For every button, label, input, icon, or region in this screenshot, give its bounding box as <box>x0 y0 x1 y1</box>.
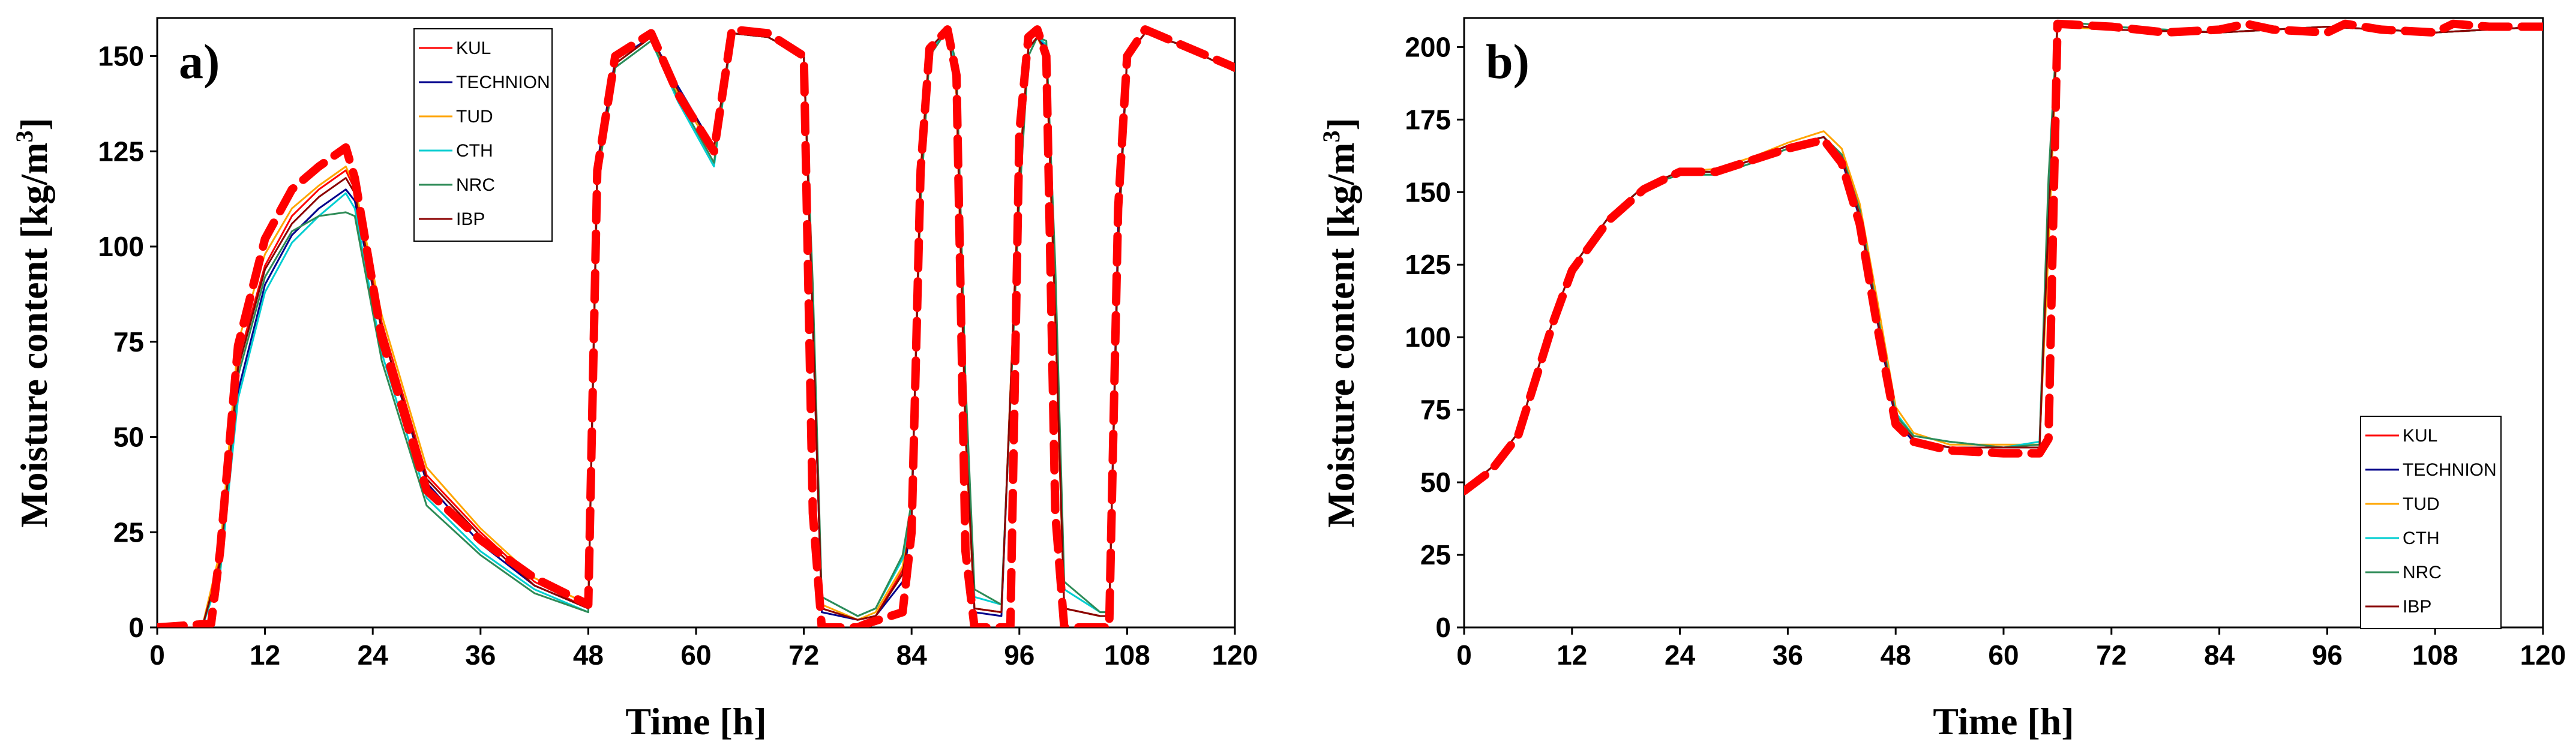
legend: KUL TECHNION TUD CTH NRC IBP <box>2360 416 2502 629</box>
x-tick-label: 36 <box>465 639 496 671</box>
x-tick-label: 0 <box>1456 639 1472 671</box>
x-tick-label: 24 <box>358 639 389 671</box>
legend-label: TUD <box>2403 494 2440 514</box>
y-tick-label: 125 <box>98 136 144 167</box>
legend-label: CTH <box>456 141 493 161</box>
x-tick-label: 84 <box>2204 639 2235 671</box>
x-tick-label: 48 <box>573 639 604 671</box>
x-tick-label: 108 <box>2412 639 2458 671</box>
legend-label: IBP <box>456 209 485 229</box>
legend-box <box>2360 416 2502 629</box>
y-tick-label: 125 <box>1405 249 1451 280</box>
x-tick-label: 96 <box>2312 639 2343 671</box>
legend-label: NRC <box>2403 563 2442 582</box>
legend-label: IBP <box>2403 597 2431 617</box>
y-tick-label: 100 <box>1405 322 1451 353</box>
y-tick-label: 150 <box>98 41 144 72</box>
x-tick-label: 120 <box>2520 639 2566 671</box>
y-axis-title-main: Moisture content [kg/m <box>1320 143 1362 528</box>
series-group <box>157 25 1235 627</box>
y-tick-label: 0 <box>1435 612 1451 643</box>
legend: KUL TECHNION TUD CTH NRC IBP <box>413 28 553 242</box>
y-tick-label: 175 <box>1405 104 1451 135</box>
x-tick-label: 24 <box>1665 639 1696 671</box>
series-line-measured <box>157 25 1235 627</box>
panel-label: a) <box>179 34 220 89</box>
x-tick-label: 96 <box>1004 639 1034 671</box>
chart-panel-2: 0 25 50 75 100 125 150 175 200 0 12 24 36 48 60 72 84 96 1… <box>1318 17 2566 743</box>
legend-label: TECHNION <box>456 73 550 92</box>
x-tick-label: 72 <box>788 639 819 671</box>
y-axis-title-main: Moisture content [kg/m <box>13 143 55 528</box>
x-tick-label: 108 <box>1104 639 1150 671</box>
panel-label: b) <box>1486 34 1530 89</box>
x-tick-label: 72 <box>2096 639 2127 671</box>
x-tick-label: 12 <box>1557 639 1587 671</box>
x-tick-label: 48 <box>1881 639 1911 671</box>
plot-frame <box>156 17 1236 629</box>
y-tick-label: 200 <box>1405 31 1451 62</box>
y-tick-label: 150 <box>1405 176 1451 208</box>
x-tick-label: 60 <box>680 639 711 671</box>
y-axis-title-end: ] <box>1320 118 1362 130</box>
y-tick-label: 50 <box>1420 467 1451 498</box>
y-axis-title-superscript: 3 <box>1318 131 1345 143</box>
legend-label: CTH <box>2403 528 2440 548</box>
y-tick-label: 25 <box>1420 539 1451 570</box>
x-tick-label: 84 <box>896 639 928 671</box>
legend-label: NRC <box>456 175 495 195</box>
x-tick-label: 60 <box>1988 639 2019 671</box>
y-tick-label: 75 <box>113 326 144 358</box>
x-axis-title: Time [h] <box>625 700 766 743</box>
x-axis-title: Time [h] <box>1933 700 2074 743</box>
y-axis-title-superscript: 3 <box>11 131 38 143</box>
y-tick-label: 0 <box>128 612 144 643</box>
legend-label: KUL <box>456 38 491 58</box>
x-tick-label: 120 <box>1212 639 1258 671</box>
y-tick-label: 50 <box>113 422 144 453</box>
y-axis-title: Moisture content [kg/m3] <box>1318 118 1362 528</box>
x-tick-label: 0 <box>149 639 165 671</box>
legend-box <box>413 28 553 242</box>
legend-label: TUD <box>456 107 493 127</box>
legend-label: KUL <box>2403 426 2437 446</box>
y-tick-label: 25 <box>113 516 144 548</box>
y-axis-title: Moisture content [kg/m3] <box>11 118 55 528</box>
legend-label: TECHNION <box>2403 460 2497 480</box>
series-line-measured <box>1464 19 2543 495</box>
y-tick-label: 100 <box>98 231 144 262</box>
series-line-nrc <box>157 28 1235 627</box>
x-tick-label: 36 <box>1773 639 1803 671</box>
y-tick-label: 75 <box>1420 394 1451 425</box>
x-tick-label: 12 <box>250 639 280 671</box>
y-axis-title-end: ] <box>13 118 55 130</box>
series-group <box>1464 19 2543 495</box>
chart-panel-1: 0 25 50 75 100 125 150 0 12 24 36 48 60 72 84 96 108 120 T… <box>11 17 1258 743</box>
